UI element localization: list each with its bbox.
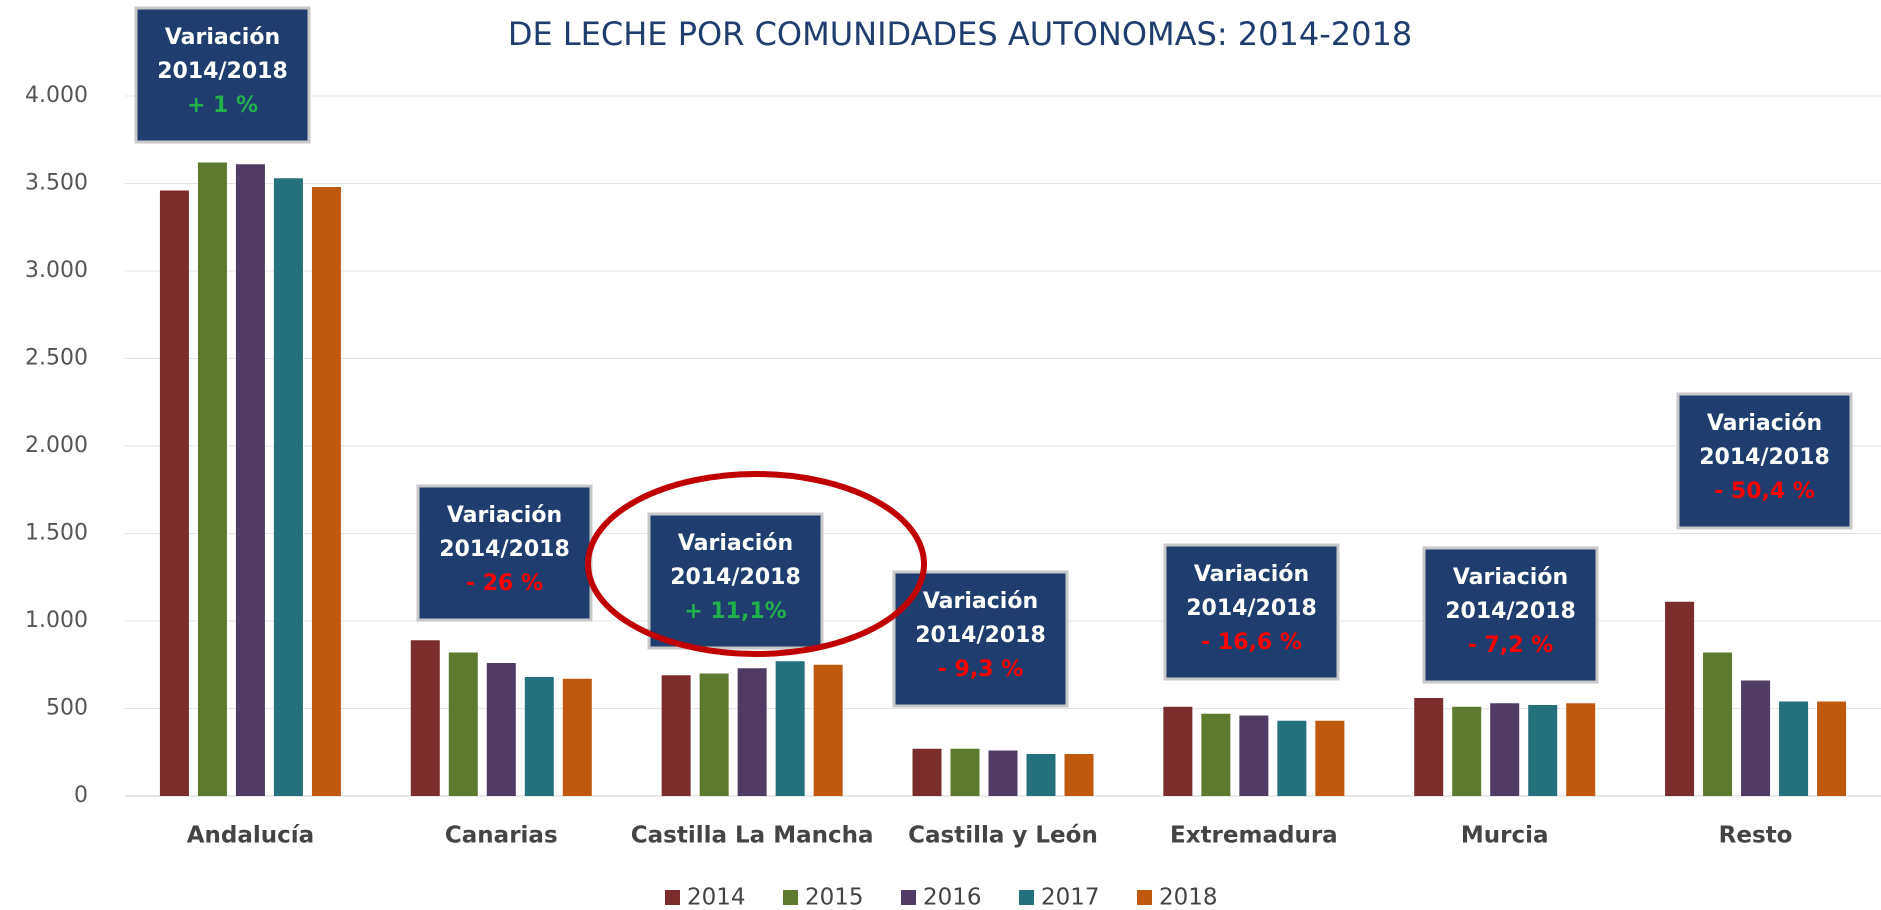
x-tick-label: Andalucía (187, 823, 314, 849)
legend-swatch (901, 890, 916, 905)
legend-label: 2015 (805, 885, 864, 910)
annotation-period: 2014/2018 (670, 565, 801, 590)
y-tick-label: 2.000 (25, 433, 88, 458)
bar (563, 679, 592, 796)
bar (312, 187, 341, 796)
bar (1817, 702, 1846, 797)
bar (1027, 754, 1056, 796)
chart: DE LECHE POR COMUNIDADES AUTONOMAS: 2014… (0, 0, 1881, 910)
x-tick-label: Extremadura (1170, 823, 1338, 849)
annotation-change: - 7,2 % (1468, 633, 1553, 658)
legend-label: 2014 (687, 885, 746, 910)
bar (1452, 707, 1481, 796)
bar (1315, 721, 1344, 796)
bar (198, 163, 227, 797)
annotation-period: 2014/2018 (915, 623, 1046, 648)
annotation-period: 2014/2018 (157, 59, 288, 84)
legend-label: 2018 (1159, 885, 1218, 910)
bar (1566, 703, 1595, 796)
bar (1490, 703, 1519, 796)
legend-label: 2016 (923, 885, 982, 910)
bar (1277, 721, 1306, 796)
y-tick-label: 3.500 (25, 171, 88, 196)
bar (700, 674, 729, 797)
bar (160, 191, 189, 797)
y-tick-label: 1.500 (25, 521, 88, 546)
bar (411, 640, 440, 796)
bar (814, 665, 843, 796)
bar (449, 653, 478, 797)
annotation-change: + 1 % (187, 93, 258, 118)
annotation-title: Variación (1194, 562, 1309, 587)
bar (1239, 716, 1268, 797)
bar (1528, 705, 1557, 796)
annotation-period: 2014/2018 (1445, 599, 1576, 624)
annotation-title: Variación (447, 503, 562, 528)
legend-label: 2017 (1041, 885, 1100, 910)
bar (1201, 714, 1230, 796)
bar (951, 749, 980, 796)
bar (1703, 653, 1732, 797)
annotation-period: 2014/2018 (439, 537, 570, 562)
x-tick-label: Resto (1719, 823, 1793, 849)
x-tick-label: Castilla La Mancha (631, 823, 874, 849)
bar (274, 178, 303, 796)
bar (1665, 602, 1694, 796)
legend-swatch (783, 890, 798, 905)
bar (236, 164, 265, 796)
y-tick-label: 4.000 (25, 83, 88, 108)
annotation-title: Variación (1453, 565, 1568, 590)
x-tick-label: Castilla y León (908, 823, 1098, 849)
annotation-title: Variación (165, 25, 280, 50)
bar (662, 675, 691, 796)
chart-title: DE LECHE POR COMUNIDADES AUTONOMAS: 2014… (508, 15, 1412, 53)
bar (913, 749, 942, 796)
annotation-change: + 11,1% (684, 599, 786, 624)
annotation-change: - 16,6 % (1201, 630, 1302, 655)
annotation-title: Variación (678, 531, 793, 556)
bar (1741, 681, 1770, 797)
annotation-change: - 26 % (466, 571, 543, 596)
legend-swatch (1019, 890, 1034, 905)
bar (738, 668, 767, 796)
annotation-change: - 50,4 % (1714, 479, 1815, 504)
annotation-period: 2014/2018 (1186, 596, 1317, 621)
y-tick-label: 1.000 (25, 608, 88, 633)
bar (487, 663, 516, 796)
bar (1163, 707, 1192, 796)
bar (1414, 698, 1443, 796)
annotation-title: Variación (923, 589, 1038, 614)
bar (1779, 702, 1808, 797)
y-tick-label: 500 (46, 696, 88, 721)
annotation-period: 2014/2018 (1699, 445, 1830, 470)
y-tick-label: 2.500 (25, 346, 88, 371)
y-tick-label: 0 (74, 783, 88, 808)
legend-swatch (1137, 890, 1152, 905)
bar (525, 677, 554, 796)
annotation-change: - 9,3 % (938, 657, 1023, 682)
annotation-title: Variación (1707, 411, 1822, 436)
bar (776, 661, 805, 796)
y-tick-label: 3.000 (25, 258, 88, 283)
x-tick-label: Canarias (445, 823, 558, 849)
x-tick-label: Murcia (1461, 823, 1549, 849)
legend-swatch (665, 890, 680, 905)
bar (1065, 754, 1094, 796)
bar (989, 751, 1018, 797)
